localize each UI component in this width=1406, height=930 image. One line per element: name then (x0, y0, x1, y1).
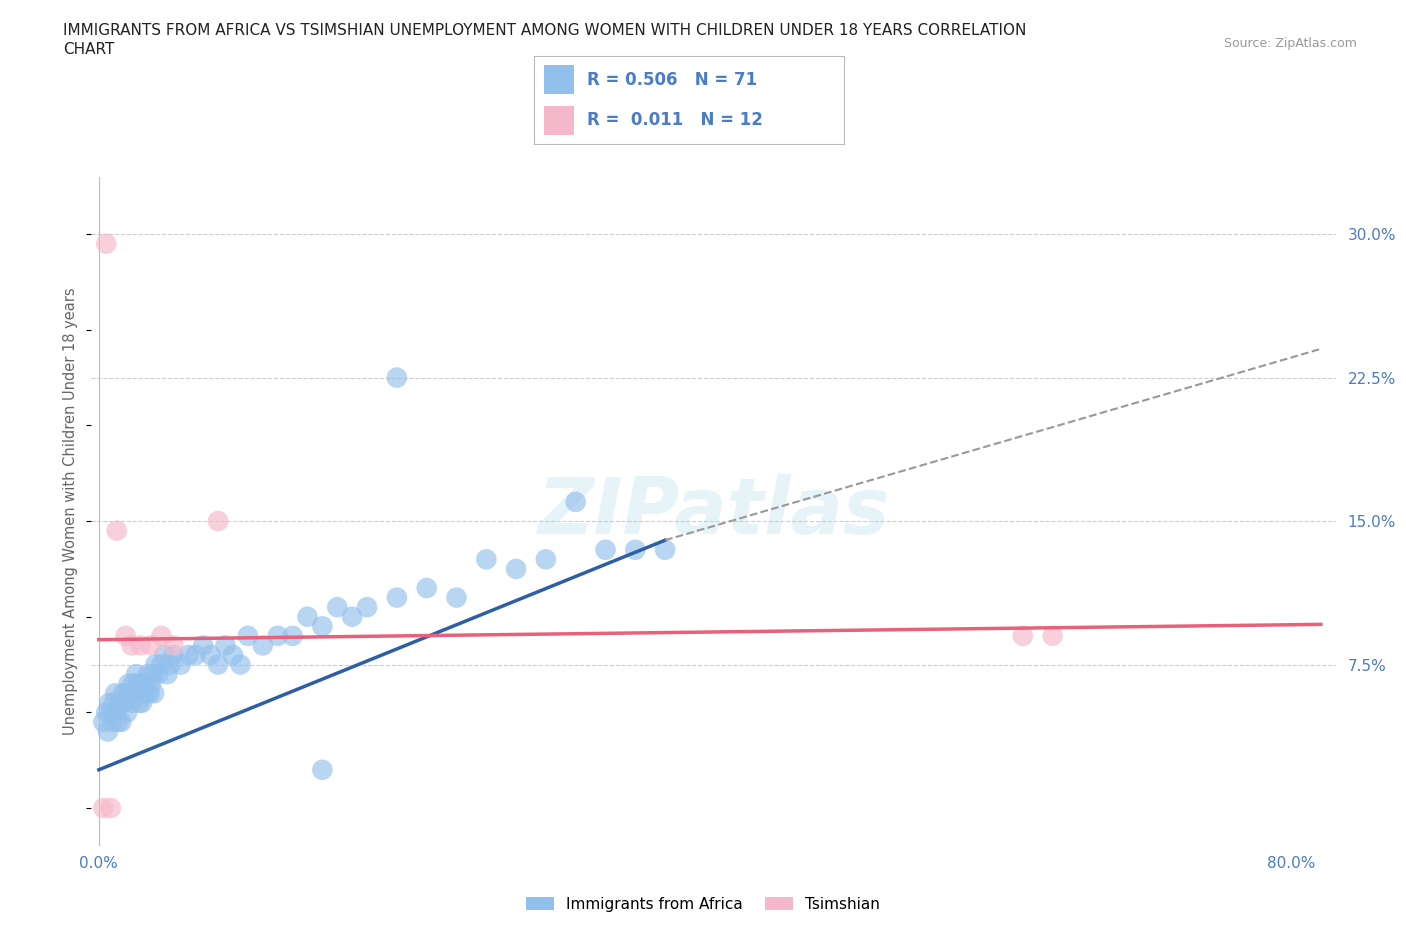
Point (128, 696, 150, 711)
Point (127, 676, 149, 691)
Point (207, 658, 229, 672)
Text: R =  0.011   N = 12: R = 0.011 N = 12 (586, 112, 762, 129)
Point (125, 667, 148, 682)
Bar (544, 65, 575, 94)
Point (326, 600, 349, 615)
Point (91, 801, 114, 816)
Point (150, 658, 173, 672)
Point (98, 696, 121, 711)
Point (108, 696, 131, 711)
Point (214, 638, 236, 653)
Bar (544, 106, 575, 136)
Point (131, 696, 153, 711)
Point (148, 667, 170, 682)
Point (139, 676, 162, 691)
Point (114, 629, 136, 644)
Point (105, 705, 128, 720)
Point (505, 562, 527, 577)
Point (101, 714, 124, 729)
Point (475, 551, 498, 566)
Point (252, 638, 274, 653)
Point (311, 763, 333, 777)
Point (624, 542, 647, 557)
Point (112, 696, 135, 711)
Point (91, 714, 114, 729)
Text: Source: ZipAtlas.com: Source: ZipAtlas.com (1223, 37, 1357, 50)
Point (114, 685, 136, 700)
Point (121, 696, 143, 711)
Text: IMMIGRANTS FROM AFRICA VS TSIMSHIAN UNEMPLOYMENT AMONG WOMEN WITH CHILDREN UNDER: IMMIGRANTS FROM AFRICA VS TSIMSHIAN UNEM… (63, 23, 1026, 38)
Point (266, 629, 288, 644)
Point (564, 495, 586, 510)
Point (96, 705, 118, 720)
Point (1042, 629, 1064, 644)
Point (159, 658, 181, 672)
Legend: Immigrants from Africa, Tsimshian: Immigrants from Africa, Tsimshian (520, 890, 886, 918)
Point (207, 513, 229, 528)
Point (111, 685, 134, 700)
Point (122, 676, 145, 691)
Point (110, 714, 132, 729)
Point (654, 542, 676, 557)
Point (229, 658, 252, 672)
Y-axis label: Unemployment Among Women with Children Under 18 years: Unemployment Among Women with Children U… (63, 287, 79, 736)
Point (121, 638, 143, 653)
Point (129, 676, 152, 691)
Point (170, 658, 193, 672)
Point (136, 667, 159, 682)
Point (135, 685, 157, 700)
Point (150, 629, 173, 644)
Point (1011, 629, 1033, 644)
Point (100, 705, 122, 720)
Point (145, 658, 167, 672)
Point (97, 724, 120, 739)
Text: R = 0.506   N = 71: R = 0.506 N = 71 (586, 71, 756, 88)
Point (595, 542, 617, 557)
Point (311, 618, 333, 633)
Point (141, 667, 163, 682)
Point (100, 801, 122, 816)
Point (153, 647, 176, 662)
Point (117, 676, 139, 691)
Point (191, 638, 214, 653)
Point (385, 591, 408, 605)
Point (184, 647, 207, 662)
Point (281, 629, 304, 644)
Point (156, 667, 179, 682)
Point (120, 685, 142, 700)
Point (297, 609, 319, 624)
Point (139, 638, 162, 653)
Point (222, 647, 245, 662)
Point (96, 236, 118, 251)
Point (104, 685, 127, 700)
Point (124, 685, 146, 700)
Point (236, 629, 259, 644)
Point (103, 696, 125, 711)
Point (162, 647, 184, 662)
Text: CHART: CHART (63, 42, 115, 57)
Point (115, 705, 138, 720)
Point (356, 600, 378, 615)
Point (138, 685, 160, 700)
Text: ZIPatlas: ZIPatlas (537, 473, 890, 550)
Point (200, 647, 222, 662)
Point (107, 714, 129, 729)
Point (132, 685, 155, 700)
Point (162, 638, 184, 653)
Point (415, 580, 437, 595)
Point (177, 647, 200, 662)
Point (134, 676, 156, 691)
Point (129, 638, 152, 653)
Point (385, 370, 408, 385)
Point (105, 524, 128, 538)
Point (446, 591, 468, 605)
Point (143, 685, 166, 700)
Point (340, 609, 363, 624)
Point (534, 551, 557, 566)
